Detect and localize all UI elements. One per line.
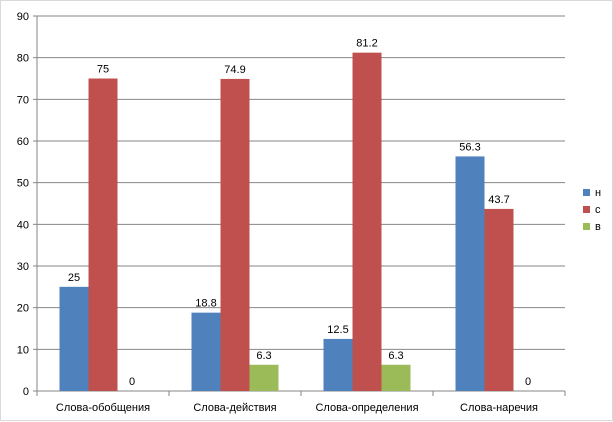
legend-swatch-с <box>583 206 590 213</box>
y-tick-label-80: 80 <box>17 53 29 65</box>
x-tick-label: Слова-действия <box>193 402 276 414</box>
bar-в-1 <box>249 364 279 391</box>
bar-с-3 <box>484 208 514 391</box>
legend-label: в <box>595 221 601 233</box>
data-label: 0 <box>525 376 531 388</box>
y-tick-label-0: 0 <box>23 386 29 398</box>
bar-с-0 <box>88 78 118 391</box>
y-tick-label-40: 40 <box>17 219 29 231</box>
data-label: 56.3 <box>459 141 480 153</box>
legend-swatch-н <box>583 189 590 196</box>
bar-н-1 <box>191 312 221 391</box>
data-label: 6.3 <box>256 350 271 362</box>
y-tick-label-10: 10 <box>17 344 29 356</box>
data-label: 75 <box>97 64 109 76</box>
axes: 0 10 20 30 40 50 60 70 80 90 Слова-обобщения Слова-… <box>17 11 566 414</box>
bar-н-0 <box>59 286 89 391</box>
data-label: 81.2 <box>356 38 377 50</box>
data-labels: 25 18.8 12.5 56.3 75 74.9 81.2 43.7 0 6.3 6.3 0 <box>68 38 531 388</box>
data-label: 0 <box>129 376 135 388</box>
x-tick-label: Слова-обобщения <box>56 402 150 414</box>
data-label: 18.8 <box>195 298 216 310</box>
bar-в-2 <box>381 364 411 391</box>
legend-swatch-в <box>583 223 590 230</box>
data-label: 6.3 <box>388 350 403 362</box>
bars <box>59 52 514 392</box>
bar-с-1 <box>220 78 250 392</box>
y-tick-label-90: 90 <box>17 11 29 23</box>
legend-label: с <box>595 204 601 216</box>
legend: нсв <box>583 187 601 233</box>
y-tick-label-30: 30 <box>17 261 29 273</box>
bar-н-3 <box>455 156 485 391</box>
legend-label: н <box>595 187 601 199</box>
x-tick-label: Слова-определения <box>315 402 418 414</box>
data-label: 25 <box>68 272 80 284</box>
bar-н-2 <box>323 338 353 391</box>
bar-с-2 <box>352 52 382 392</box>
x-tick-label: Слова-наречия <box>460 402 538 414</box>
data-label: 43.7 <box>488 194 509 206</box>
y-tick-label-60: 60 <box>17 136 29 148</box>
data-label: 12.5 <box>327 324 348 336</box>
y-tick-label-70: 70 <box>17 94 29 106</box>
y-tick-label-20: 20 <box>17 303 29 315</box>
y-tick-label-50: 50 <box>17 178 29 190</box>
gridlines <box>37 15 565 350</box>
data-label: 74.9 <box>224 64 245 76</box>
